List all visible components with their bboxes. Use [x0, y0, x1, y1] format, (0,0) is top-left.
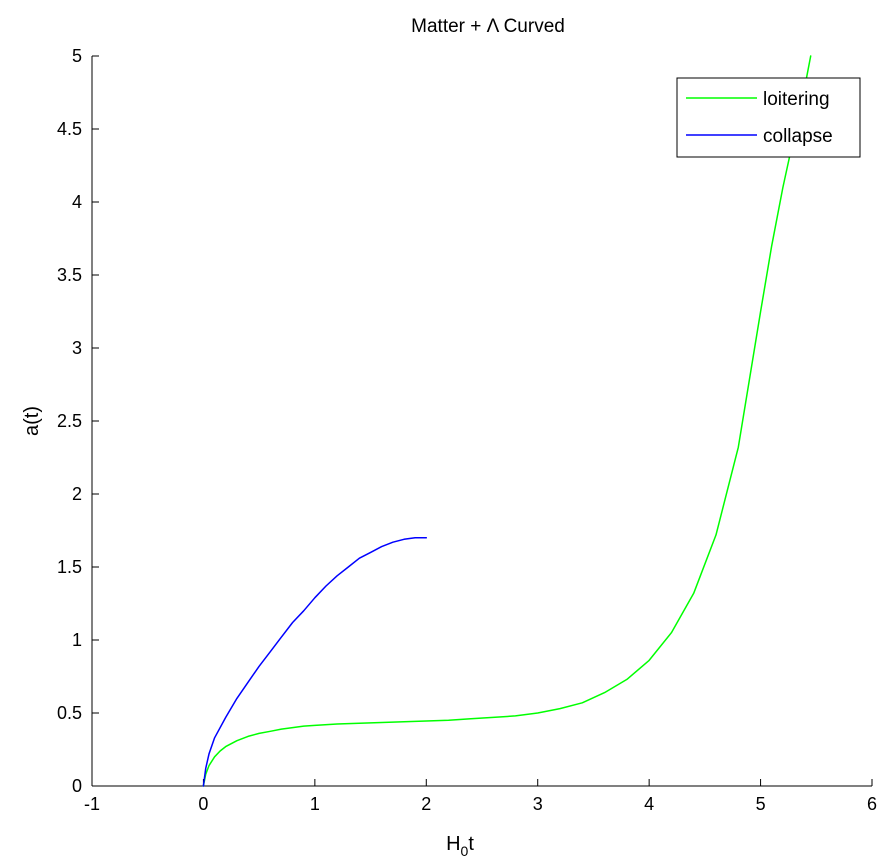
y-axis-label: a(t) [21, 406, 43, 436]
x-tick-label: 4 [644, 794, 654, 814]
chart-title: Matter + Λ Curved [411, 16, 565, 37]
x-tick-label: 2 [421, 794, 431, 814]
legend: loitering collapse [676, 77, 861, 158]
tick-labels: -1 0 1 2 3 4 5 600.511.522.533.544.55 [57, 46, 877, 814]
y-tick-label: 1 [72, 630, 82, 650]
y-tick-label: 3.5 [57, 265, 82, 285]
x-tick-label: 0 [198, 794, 208, 814]
y-tick-label: 0 [72, 776, 82, 796]
x-axis-label-sub: 0 [461, 843, 469, 859]
x-tick-label: 1 [310, 794, 320, 814]
ticks [91, 55, 873, 787]
series-lines [202, 55, 812, 787]
y-tick-label: 5 [72, 46, 82, 66]
y-tick-label: 1.5 [57, 557, 82, 577]
x-tick-label: -1 [84, 794, 100, 814]
y-tick-label: 4.5 [57, 119, 82, 139]
legend-label-collapse: collapse [763, 126, 833, 147]
legend-box [676, 77, 861, 158]
y-tick-label: 4 [72, 192, 82, 212]
x-axis-label-main: H [446, 833, 460, 855]
x-axis-label-tail: t [468, 833, 474, 855]
y-tick-label: 2 [72, 484, 82, 504]
x-tick-label: 3 [533, 794, 543, 814]
series-line-loitering [202, 55, 812, 787]
y-tick-label: 3 [72, 338, 82, 358]
series-line-collapse [202, 537, 428, 787]
legend-label-loitering: loitering [763, 89, 830, 110]
x-tick-label: 6 [867, 794, 877, 814]
x-tick-label: 5 [756, 794, 766, 814]
x-axis-label: H0t [446, 833, 474, 859]
y-tick-label: 2.5 [57, 411, 82, 431]
y-tick-label: 0.5 [57, 703, 82, 723]
